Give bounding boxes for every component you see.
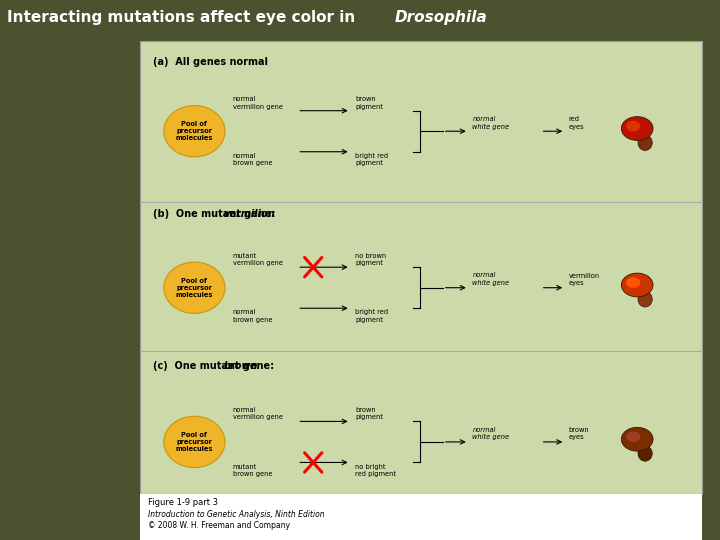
Text: Pool of
precursor
molecules: Pool of precursor molecules <box>176 121 213 141</box>
Circle shape <box>626 121 640 131</box>
FancyBboxPatch shape <box>140 40 702 494</box>
Text: vermilion: vermilion <box>224 209 276 219</box>
Text: (a)  All genes normal: (a) All genes normal <box>153 57 269 67</box>
Circle shape <box>626 277 640 288</box>
Text: (c)  One mutant gene:: (c) One mutant gene: <box>153 361 278 371</box>
Text: brown
eyes: brown eyes <box>569 427 590 440</box>
Text: normal
white gene: normal white gene <box>472 273 510 286</box>
Ellipse shape <box>164 416 225 468</box>
Ellipse shape <box>638 135 652 151</box>
FancyBboxPatch shape <box>140 494 702 540</box>
Text: normal
white gene: normal white gene <box>472 116 510 130</box>
Text: mutant
vermilion gene: mutant vermilion gene <box>233 253 282 266</box>
Circle shape <box>621 427 653 451</box>
Text: normal
brown gene: normal brown gene <box>233 153 272 166</box>
Text: Drosophila: Drosophila <box>395 10 487 25</box>
Text: (b)  One mutant gene:: (b) One mutant gene: <box>153 209 279 219</box>
Text: brown
pigment: brown pigment <box>355 96 383 110</box>
Text: red
eyes: red eyes <box>569 116 585 130</box>
Text: normal
brown gene: normal brown gene <box>233 309 272 323</box>
Text: normal
vermilion gene: normal vermilion gene <box>233 96 282 110</box>
Ellipse shape <box>164 105 225 157</box>
Circle shape <box>626 431 640 442</box>
Text: vermilion
eyes: vermilion eyes <box>569 273 600 286</box>
Text: bright red
pigment: bright red pigment <box>355 309 388 323</box>
Text: no bright
red pigment: no bright red pigment <box>355 463 396 477</box>
Text: normal
white gene: normal white gene <box>472 427 510 440</box>
Text: Figure 1-9 part 3: Figure 1-9 part 3 <box>148 498 217 507</box>
Text: brown: brown <box>224 361 258 371</box>
Circle shape <box>621 117 653 140</box>
Text: Interacting mutations affect eye color in: Interacting mutations affect eye color i… <box>7 10 361 25</box>
Circle shape <box>621 273 653 297</box>
Ellipse shape <box>638 292 652 307</box>
Text: © 2008 W. H. Freeman and Company: © 2008 W. H. Freeman and Company <box>148 521 289 530</box>
Text: mutant
brown gene: mutant brown gene <box>233 463 272 477</box>
Text: brown
pigment: brown pigment <box>355 407 383 420</box>
Text: no brown
pigment: no brown pigment <box>355 253 386 266</box>
Text: Introduction to Genetic Analysis, Ninth Edition: Introduction to Genetic Analysis, Ninth … <box>148 510 324 519</box>
Text: normal
vermilion gene: normal vermilion gene <box>233 407 282 420</box>
Ellipse shape <box>164 262 225 313</box>
Ellipse shape <box>638 446 652 461</box>
Text: bright red
pigment: bright red pigment <box>355 153 388 166</box>
Text: Pool of
precursor
molecules: Pool of precursor molecules <box>176 278 213 298</box>
Text: Pool of
precursor
molecules: Pool of precursor molecules <box>176 432 213 452</box>
